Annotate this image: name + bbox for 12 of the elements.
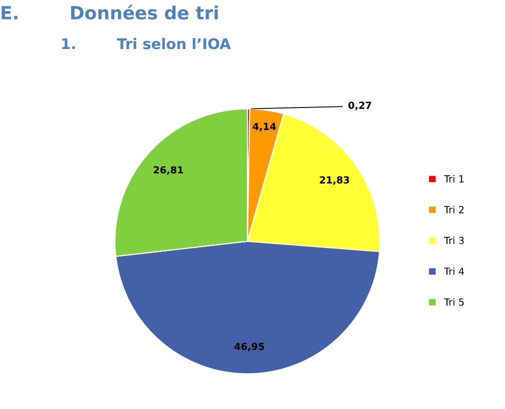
data-label: 26,81 bbox=[154, 166, 184, 175]
data-label: 21,83 bbox=[320, 176, 350, 185]
data-label: 46,95 bbox=[234, 342, 264, 352]
data-label: 0,27 bbox=[348, 102, 372, 110]
legend-label: Tri 5 bbox=[444, 298, 464, 306]
data-label: 4,14 bbox=[252, 122, 276, 132]
chart-subtitle: 1. Tri selon l’IOA bbox=[62, 38, 231, 50]
legend-label: Tri 1 bbox=[444, 175, 464, 182]
legend-label: Tri 4 bbox=[444, 267, 464, 275]
chart-title: E. Données de tri bbox=[2, 4, 218, 20]
legend-label: Tri 3 bbox=[444, 236, 464, 244]
legend-label: Tri 2 bbox=[444, 206, 464, 214]
